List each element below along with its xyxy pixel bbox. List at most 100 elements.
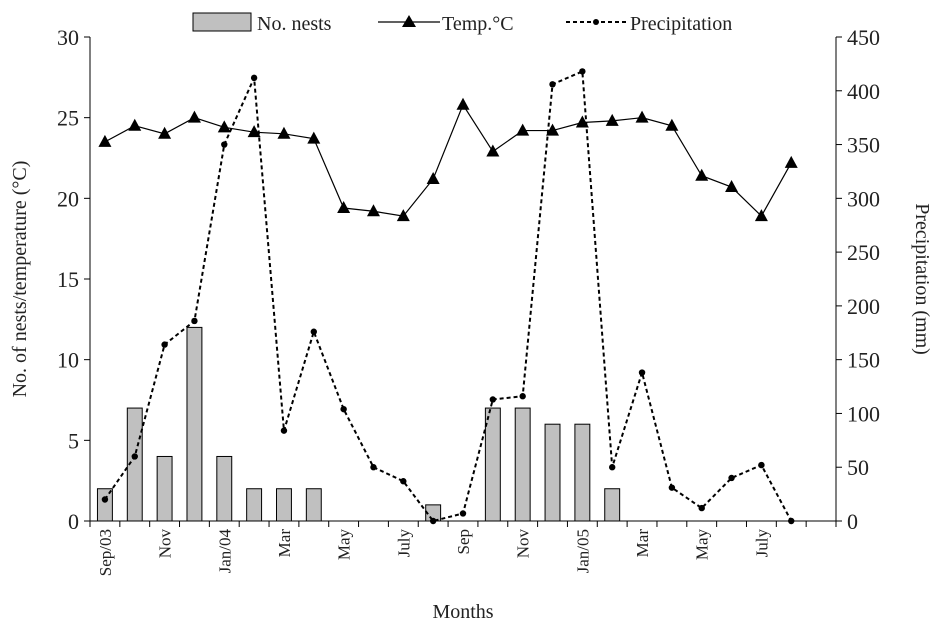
temperature-point (456, 97, 470, 110)
temperature-point (366, 204, 380, 217)
precipitation-point (519, 393, 526, 400)
x-tick-label: July (394, 529, 413, 558)
precipitation-point (788, 517, 795, 525)
left-tick-label: 0 (68, 509, 79, 534)
precipitation-line (104, 69, 793, 523)
x-tick-label: Jan/05 (573, 529, 592, 573)
right-tick-label: 450 (847, 25, 880, 50)
left-tick-label: 10 (57, 348, 79, 373)
precipitation-point (280, 427, 288, 434)
right-tick-label: 400 (847, 79, 880, 104)
left-axis-ticks: 0 5 10 15 20 25 30 (57, 25, 90, 534)
legend-precip-marker (593, 19, 599, 25)
precipitation-point (131, 453, 138, 460)
temperature-point (187, 110, 201, 123)
x-tick-label: Jan/04 (215, 529, 234, 574)
precipitation-point (400, 478, 407, 485)
right-tick-label: 50 (847, 455, 869, 480)
temperature-point (128, 118, 142, 131)
temperature-point (98, 134, 112, 147)
nests-bar (246, 488, 263, 522)
temperature-point (158, 126, 172, 139)
right-tick-label: 300 (847, 186, 880, 211)
right-tick-label: 150 (847, 348, 880, 373)
legend: No. nests Temp.°C Precipitation (192, 12, 732, 35)
temperature-point (754, 209, 768, 222)
legend-nests-swatch (192, 12, 252, 32)
nests-bar (276, 488, 292, 522)
left-tick-label: 5 (68, 428, 79, 453)
temperature-point (247, 125, 261, 138)
legend-precip-label: Precipitation (630, 13, 732, 35)
right-tick-label: 350 (847, 133, 880, 158)
precipitation-point (459, 510, 467, 517)
x-axis-title: Months (432, 601, 493, 623)
nests-bar (484, 407, 501, 522)
precipitation-point (579, 68, 586, 75)
temperature-point (635, 110, 649, 123)
right-tick-label: 100 (847, 401, 880, 426)
precipitation-series (101, 68, 795, 525)
precipitation-point (698, 504, 705, 512)
precipitation-point (370, 464, 377, 471)
x-tick-label: Sep (454, 529, 473, 555)
temperature-point (665, 118, 679, 131)
precipitation-point (101, 496, 109, 503)
nests-bar (544, 423, 561, 522)
right-tick-label: 250 (847, 240, 880, 265)
nests-bar (305, 488, 322, 522)
nests-bar (186, 326, 203, 522)
nests-bar (126, 407, 143, 522)
legend-nests-label: No. nests (257, 13, 332, 35)
temperature-point (516, 123, 530, 136)
nests-bar (216, 455, 233, 522)
precipitation-point (221, 141, 228, 148)
temperature-point (396, 209, 410, 222)
x-tick-label: May (693, 529, 712, 561)
temperature-point (307, 131, 321, 144)
precipitation-point (310, 328, 317, 335)
temperature-point (725, 180, 739, 193)
left-tick-label: 20 (57, 186, 79, 211)
precipitation-point (250, 74, 258, 82)
x-tick-label: Nov (156, 529, 175, 559)
x-axis-ticks: Sep/03 Nov Jan/04 Mar May July Sep Nov Jan/05 Mar… (89, 521, 837, 576)
legend-temp-marker (402, 15, 416, 27)
precipitation-point (161, 341, 168, 348)
precipitation-point (758, 461, 765, 469)
nests-bars (96, 326, 621, 522)
precipitation-point (609, 464, 616, 471)
temperature-point (486, 144, 500, 157)
nests-bar (514, 407, 531, 522)
precipitation-point (340, 405, 347, 413)
x-tick-label: Nov (514, 529, 533, 559)
temperature-point (546, 123, 560, 136)
temperature-point (217, 120, 231, 133)
precipitation-point (191, 317, 198, 325)
temperature-point (784, 155, 798, 168)
temperature-point (605, 113, 619, 126)
temperature-point (277, 126, 291, 139)
precipitation-point (489, 396, 497, 403)
right-tick-label: 200 (847, 294, 880, 319)
legend-temp-label: Temp.°C (442, 13, 514, 35)
temperature-point (337, 201, 351, 214)
nests-bar (574, 423, 591, 522)
y-axis-title-right: Precipitation (mm) (911, 203, 932, 355)
temperature-point (695, 168, 709, 181)
temperature-series (98, 97, 798, 222)
x-tick-label: Sep/03 (96, 529, 115, 576)
precipitation-point (549, 81, 556, 88)
right-tick-label: 0 (847, 509, 858, 534)
y-axis-title-left: No. of nests/temperature (°C) (9, 161, 31, 398)
x-tick-label: July (752, 529, 771, 558)
x-tick-label: May (335, 529, 354, 561)
x-tick-label: Mar (633, 529, 652, 558)
x-tick-label: Mar (275, 529, 294, 558)
nests-bar (96, 488, 113, 522)
precipitation-point (728, 474, 735, 482)
precipitation-point (668, 484, 676, 491)
left-tick-label: 30 (57, 25, 79, 50)
precipitation-point (638, 369, 646, 376)
